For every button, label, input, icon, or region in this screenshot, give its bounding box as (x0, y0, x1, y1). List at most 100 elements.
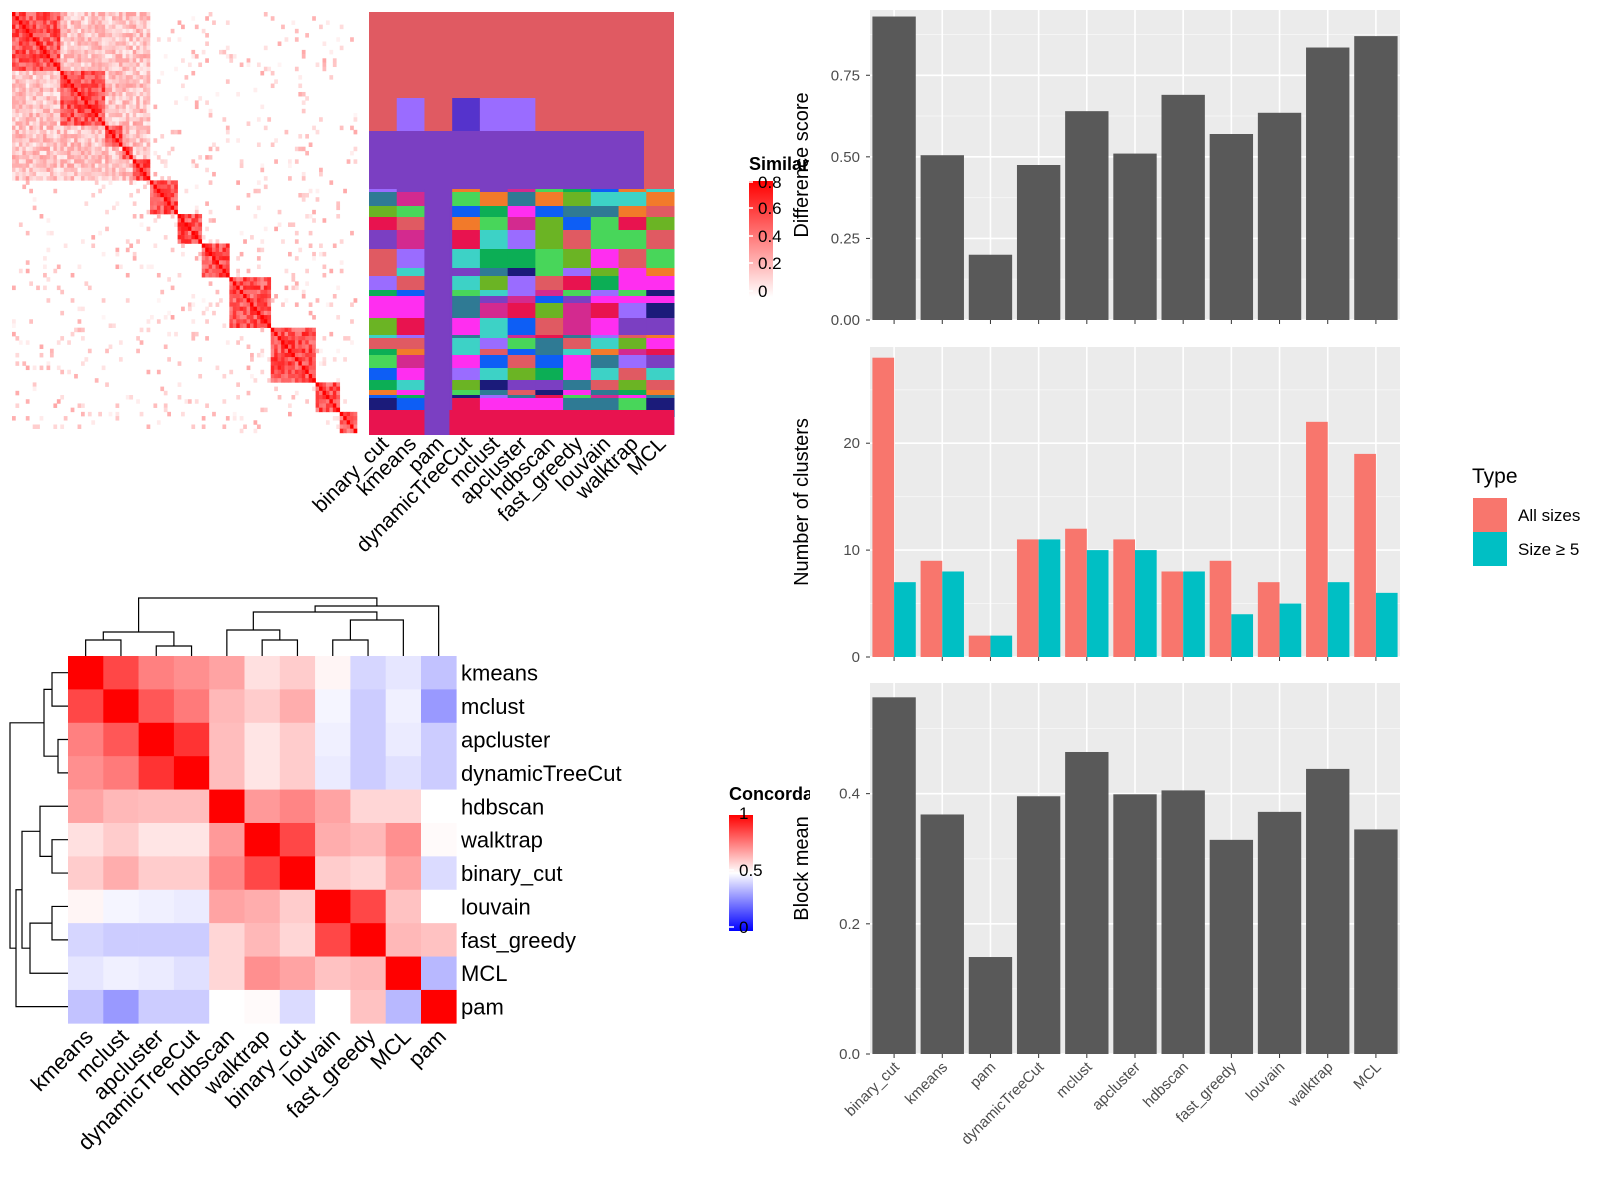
membership-cell (479, 290, 509, 296)
similarity-cell (77, 75, 82, 80)
similarity-cell (288, 378, 292, 383)
similarity-cell (191, 302, 196, 307)
dendrogram-branch (349, 619, 404, 656)
similarity-cell (136, 125, 140, 131)
similarity-cell (32, 155, 37, 160)
similarity-cell (77, 142, 82, 147)
similarity-cell (43, 176, 47, 181)
similarity-cell (22, 100, 27, 105)
membership-cell (563, 335, 592, 338)
concordance-cell (279, 656, 316, 690)
dendrogram-branch (226, 629, 281, 656)
similarity-cell (122, 45, 127, 51)
similarity-cell (184, 239, 189, 244)
similarity-cell (136, 12, 140, 17)
similarity-cell (98, 12, 102, 17)
similarity-cell (105, 49, 109, 55)
similarity-cell (101, 70, 106, 76)
membership-cell (535, 395, 564, 398)
similarity-cell (101, 146, 106, 152)
similarity-cell (84, 121, 89, 126)
similarity-cell (332, 390, 337, 396)
concordance-cell (279, 689, 316, 724)
similarity-cell (167, 209, 171, 215)
similarity-cell (112, 167, 116, 173)
similarity-cell (25, 146, 30, 152)
similarity-cell (219, 256, 223, 261)
similarity-cell (288, 357, 292, 362)
similarity-cell (22, 117, 27, 122)
membership-cell (646, 206, 675, 217)
similarity-cell (60, 49, 65, 55)
similarity-cell (291, 395, 296, 400)
similarity-cell (194, 214, 199, 219)
similarity-cell (332, 399, 337, 404)
similarity-cell (132, 104, 137, 110)
similarity-cell (118, 134, 123, 139)
similarity-cell (46, 20, 51, 25)
similarity-cell (56, 117, 61, 122)
similarity-cell (336, 285, 341, 291)
similarity-cell (98, 54, 102, 59)
similarity-cell (146, 146, 151, 152)
bar-MCL (1354, 829, 1398, 1054)
membership-cell (590, 268, 620, 276)
similarity-cell (63, 163, 68, 169)
concordance-cell (244, 956, 281, 991)
membership-method-labels: binary_cutkmeanspamdynamicTreeCutmclusta… (309, 432, 671, 557)
similarity-cell (94, 121, 99, 126)
legend-swatch-size-ge-5 (1473, 532, 1507, 566)
similarity-cell (84, 201, 89, 206)
similarity-cell (77, 264, 82, 270)
similarity-cell (108, 163, 113, 169)
similarity-cell (239, 294, 244, 299)
similarity-cell (94, 129, 99, 135)
similarity-cell (139, 167, 144, 173)
bar-hdbscan (1161, 94, 1205, 320)
similarity-cell (70, 150, 75, 156)
similarity-cell (125, 159, 130, 164)
similarity-cell (25, 96, 30, 101)
concordance-legend-gradient (729, 815, 753, 931)
similarity-cell (122, 20, 127, 25)
similarity-cell (112, 12, 116, 17)
similarity-cell (94, 150, 99, 156)
similarity-cell (129, 96, 134, 101)
similarity-cell (236, 91, 240, 97)
similarity-cell (181, 243, 185, 249)
similarity-cell (305, 134, 309, 139)
similarity-cell (112, 54, 116, 59)
similarity-cell (260, 310, 265, 316)
concordance-cell (68, 656, 104, 690)
similarity-cell (94, 75, 99, 80)
similarity-cell (101, 155, 106, 160)
membership-cell (618, 276, 647, 290)
similarity-cell (274, 348, 278, 354)
similarity-cell (129, 45, 134, 51)
similarity-cell (98, 121, 102, 126)
similarity-cell (312, 373, 316, 379)
similarity-cell (118, 163, 123, 169)
similarity-cell (353, 117, 358, 122)
similarity-cell (53, 75, 58, 80)
similarity-cell (201, 424, 206, 429)
similarity-cell (12, 104, 16, 110)
similarity-cell (143, 113, 147, 118)
similarity-cell (160, 201, 165, 206)
similarity-cell (39, 66, 44, 72)
similarity-cell (25, 49, 30, 55)
similarity-cell (98, 33, 102, 38)
similarity-cell (298, 365, 303, 371)
similarity-cell (74, 129, 78, 135)
similarity-cell (46, 129, 51, 135)
similarity-cell (112, 24, 116, 30)
similarity-cell (174, 66, 178, 72)
similarity-cell (336, 399, 341, 404)
similarity-cell (29, 121, 33, 126)
similarity-cell (343, 336, 347, 341)
similarity-cell (43, 138, 47, 143)
similarity-cell (208, 268, 213, 274)
similarity-cell (167, 205, 171, 211)
membership-cell (535, 290, 564, 296)
similarity-cell (305, 344, 309, 350)
